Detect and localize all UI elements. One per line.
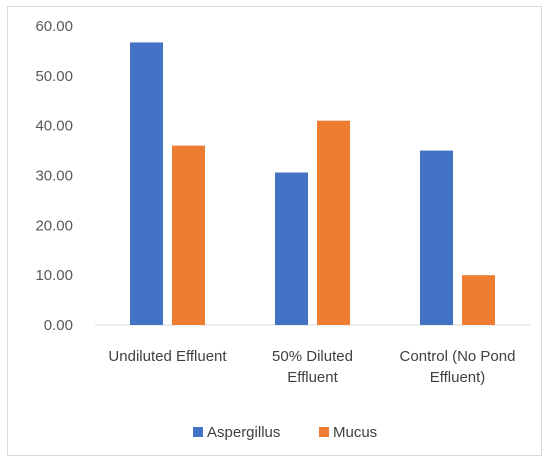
x-tick-label: Undiluted Effluent <box>108 348 227 365</box>
legend-swatch-mucus <box>319 427 329 437</box>
y-tick-label: 60.00 <box>35 18 73 35</box>
x-tick-label: Effluent <box>287 369 338 386</box>
y-tick-label: 20.00 <box>35 217 73 234</box>
bar-aspergillus-1 <box>275 172 308 325</box>
y-tick-label: 30.00 <box>35 168 73 185</box>
bar-mucus-2 <box>462 275 495 325</box>
x-tick-label: Control (No Pond <box>400 348 516 365</box>
y-tick-label: 50.00 <box>35 68 73 85</box>
legend-swatch-aspergillus <box>193 427 203 437</box>
legend-label-mucus: Mucus <box>333 424 377 441</box>
y-tick-label: 40.00 <box>35 118 73 135</box>
legend-label-aspergillus: Aspergillus <box>207 424 280 441</box>
bar-mucus-0 <box>172 145 205 325</box>
bar-aspergillus-0 <box>130 42 163 325</box>
bar-aspergillus-2 <box>420 150 453 325</box>
x-tick-label: Effluent) <box>430 369 486 386</box>
x-tick-label: 50% Diluted <box>272 348 353 365</box>
y-tick-label: 10.00 <box>35 267 73 284</box>
bar-mucus-1 <box>317 120 350 325</box>
y-tick-label: 0.00 <box>44 317 73 334</box>
